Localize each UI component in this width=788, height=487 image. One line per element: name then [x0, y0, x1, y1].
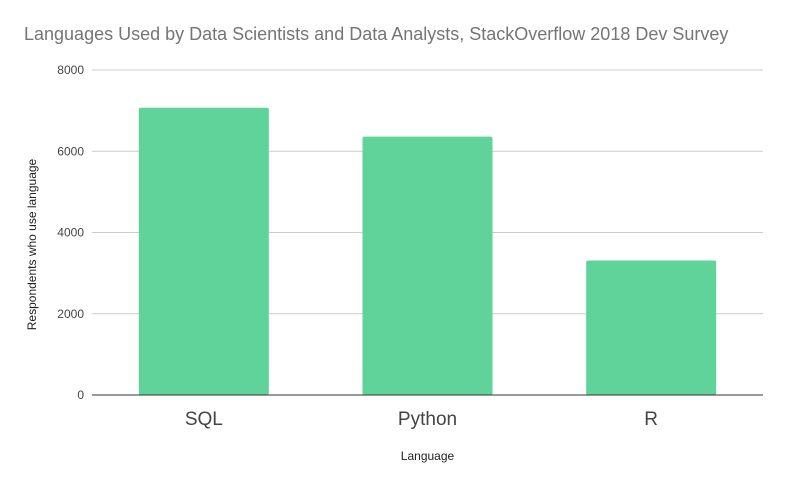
y-tick-label: 6000	[57, 144, 84, 158]
y-tick-label: 8000	[57, 63, 84, 77]
x-axis-ticks: SQL Python R	[185, 409, 658, 430]
x-axis-title: Language	[401, 449, 455, 463]
x-tick-label: Python	[398, 409, 457, 430]
y-axis-ticks: 0 2000 4000 6000 8000	[57, 63, 84, 402]
y-tick-label: 0	[77, 388, 84, 402]
y-tick-label: 4000	[57, 226, 84, 240]
y-tick-label: 2000	[57, 307, 84, 321]
x-tick-label: R	[644, 409, 658, 430]
bars	[138, 107, 717, 395]
bar-python	[362, 136, 493, 395]
chart-title: Languages Used by Data Scientists and Da…	[24, 24, 729, 44]
x-tick-label: SQL	[185, 409, 223, 430]
bar-sql	[138, 107, 269, 395]
bar-r	[586, 260, 717, 395]
y-axis-title: Respondents who use language	[25, 158, 39, 330]
